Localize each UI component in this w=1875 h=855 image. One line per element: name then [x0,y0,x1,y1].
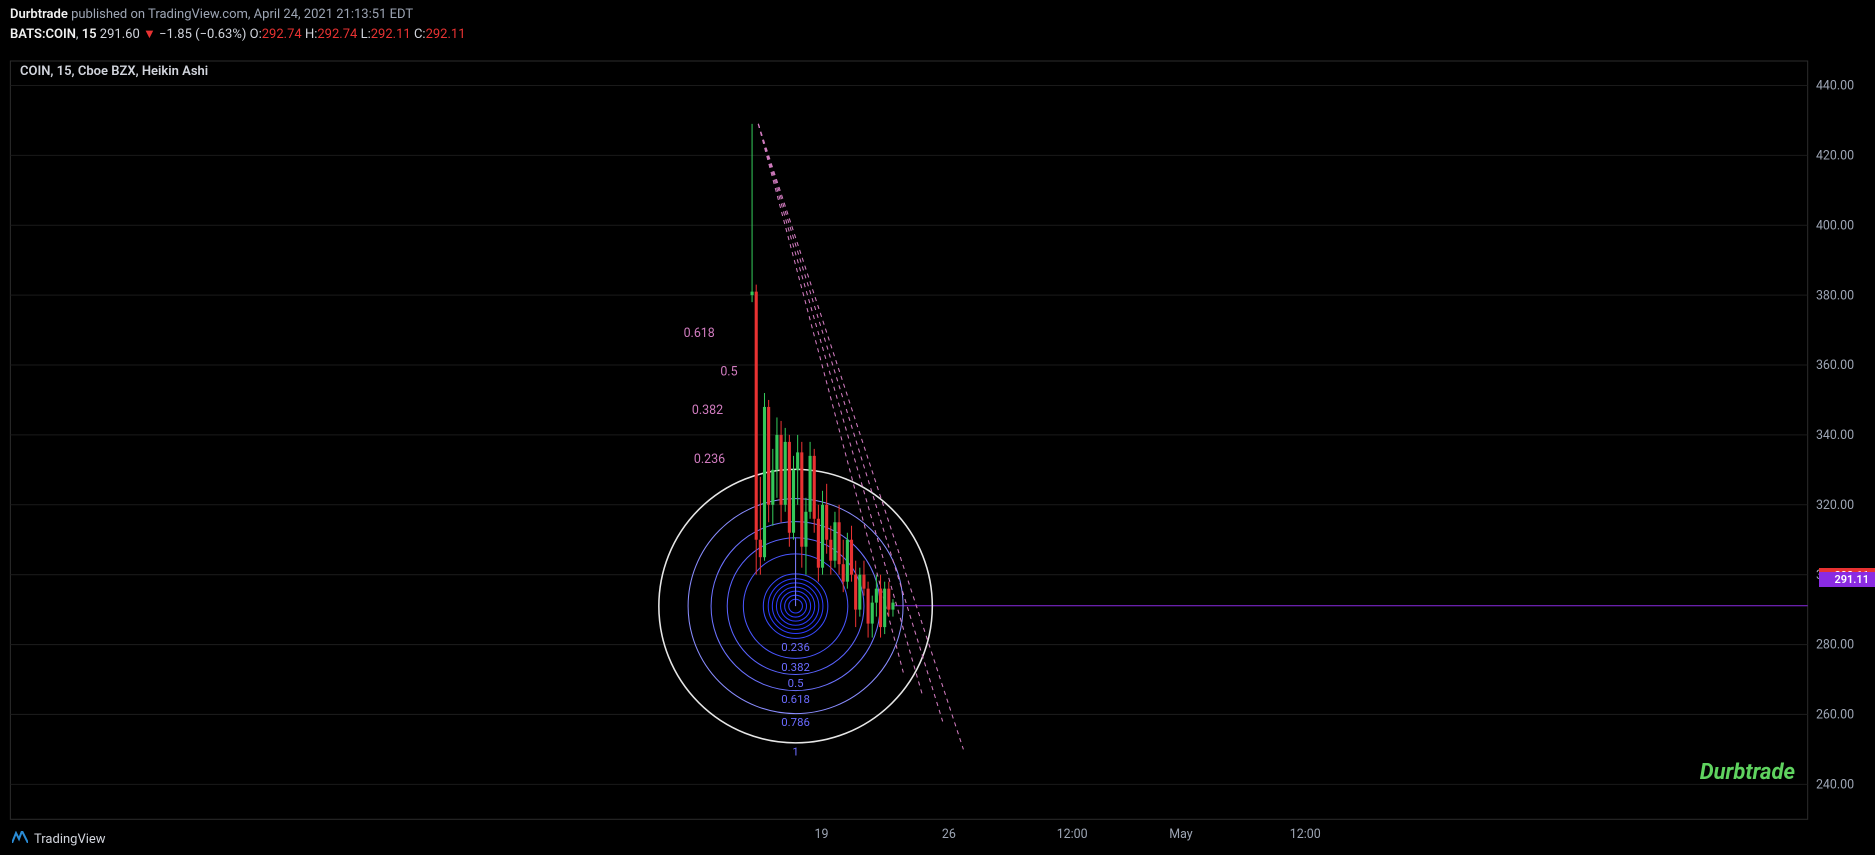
footer-text: TradingView [34,832,106,847]
y-axis-label: 260.00 [1816,708,1854,723]
y-axis-label: 440.00 [1816,79,1854,94]
y-axis-label: 240.00 [1816,777,1854,792]
indicator-price-tag: 291.11 [1819,572,1875,587]
timeframe: 15 [82,27,97,42]
fib-circle-label: 0.5 [788,676,804,690]
low-label: L: [361,27,371,42]
fib-fan-label: 0.5 [720,364,737,379]
publish-text: published on TradingView.com, April 24, … [71,7,413,22]
open-value: 292.74 [262,27,302,42]
change-arrow-icon: ▼ [143,27,156,42]
fib-circle-label: 0.236 [781,640,810,654]
x-axis-label: May [1169,827,1193,842]
chart-svg[interactable]: 240.00260.00280.00300.00320.00340.00360.… [0,46,1875,855]
fib-circle-label: 0.382 [781,660,810,674]
y-axis-label: 320.00 [1816,498,1854,513]
chart-legend: COIN, 15, Cboe BZX, Heikin Ashi [20,64,208,79]
fib-fan-label: 0.618 [684,326,715,341]
fib-circle-label: 0.618 [781,692,810,706]
chart-area[interactable]: 240.00260.00280.00300.00320.00340.00360.… [0,46,1875,855]
high-value: 292.74 [317,27,357,42]
y-axis-label: 400.00 [1816,218,1854,233]
y-axis-label: 380.00 [1816,288,1854,303]
high-label: H: [305,27,317,42]
symbol: BATS:COIN [10,27,76,42]
x-axis-label: 19 [814,827,828,842]
author-name: Durbtrade [10,7,68,22]
x-axis-label: 12:00 [1290,827,1321,842]
y-axis-label: 280.00 [1816,638,1854,653]
close-label: C: [414,27,426,42]
y-axis-label: 420.00 [1816,148,1854,163]
fib-fan-label: 0.382 [692,403,723,418]
watermark: Durbtrade [1700,760,1795,785]
fib-circle-label: 1 [792,744,798,758]
y-axis-label: 340.00 [1816,428,1854,443]
last-price: 291.60 [100,27,140,42]
chart-header: Durbtrade published on TradingView.com, … [0,0,1875,50]
x-axis-label: 12:00 [1057,827,1088,842]
symbol-info-bar: BATS:COIN, 15 291.60 ▼ −1.85 (−0.63%) O:… [10,26,1865,44]
close-value: 292.11 [426,27,466,42]
change-percent: (−0.63%) [195,27,246,42]
fib-circle-label: 0.786 [781,715,810,729]
open-label: O: [250,27,262,42]
x-axis-label: 26 [942,827,956,842]
tradingview-footer: TradingView [12,831,106,847]
publish-info: Durbtrade published on TradingView.com, … [10,6,1865,24]
fib-fan-label: 0.236 [694,452,725,467]
tradingview-logo-icon [12,831,28,847]
change-value: −1.85 [159,27,192,42]
y-axis-label: 360.00 [1816,358,1854,373]
low-value: 292.11 [371,27,411,42]
